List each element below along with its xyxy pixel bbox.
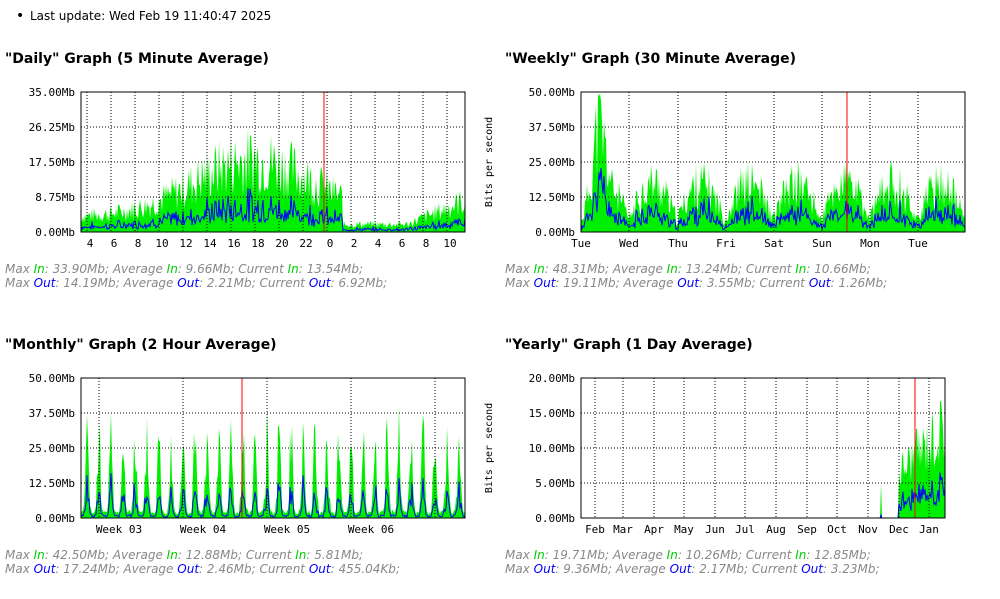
monthly-legend-out: Max Out: 17.24Mb; Average Out: 2.46Mb; C… bbox=[5, 562, 400, 576]
daily-xtick-label: 6 bbox=[111, 237, 118, 250]
daily-legend: Max In: 33.90Mb; Average In: 9.66Mb; Cur… bbox=[5, 262, 387, 290]
daily-ytick-label: 0.00Mb bbox=[35, 226, 75, 239]
daily-ytick-label: 17.50Mb bbox=[29, 156, 75, 169]
yearly-xtick-label: Dec bbox=[889, 523, 909, 536]
daily-xtick-label: 10 bbox=[155, 237, 168, 250]
monthly-ytick-label: 37.50Mb bbox=[29, 407, 75, 420]
monthly-legend: Max In: 42.50Mb; Average In: 12.88Mb; Cu… bbox=[5, 548, 400, 576]
weekly-legend: Max In: 48.31Mb; Average In: 13.24Mb; Cu… bbox=[505, 262, 887, 290]
daily-ytick-label: 26.25Mb bbox=[29, 121, 75, 134]
daily-xtick-label: 10 bbox=[443, 237, 456, 250]
weekly-legend-out: Max Out: 19.11Mb; Average Out: 3.55Mb; C… bbox=[505, 276, 888, 290]
monthly-xtick-label: Week 05 bbox=[264, 523, 310, 536]
weekly-xtick-label: Fri bbox=[716, 237, 736, 250]
yearly-ytick-label: 5.00Mb bbox=[535, 477, 575, 490]
weekly-xtick-label: Mon bbox=[860, 237, 880, 250]
monthly-frame bbox=[80, 377, 466, 519]
yearly-series-in bbox=[581, 400, 945, 518]
yearly-xtick-label: Apr bbox=[644, 523, 664, 536]
weekly-ytick-label: 37.50Mb bbox=[529, 121, 575, 134]
daily-xtick-label: 18 bbox=[251, 237, 264, 250]
weekly-ytick-label: 0.00Mb bbox=[535, 226, 575, 239]
daily-traffic-graph: 35.00Mb 26.25Mb 17.50Mb 8.75Mb 0.00Mb 4 6 8 10 12… bbox=[29, 86, 466, 250]
yearly-ytick-label: 20.00Mb bbox=[529, 372, 575, 385]
monthly-xtick-label: Week 04 bbox=[180, 523, 227, 536]
daily-legend-out: Max Out: 14.19Mb; Average Out: 2.21Mb; C… bbox=[5, 276, 388, 290]
daily-xtick-label: 20 bbox=[275, 237, 288, 250]
daily-frame bbox=[80, 91, 466, 233]
daily-xtick-label: 8 bbox=[135, 237, 142, 250]
weekly-xtick-label: Tue bbox=[908, 237, 928, 250]
daily-xtick-label: 12 bbox=[179, 237, 192, 250]
monthly-traffic-graph: 50.00Mb 37.50Mb 25.00Mb 12.50Mb 0.00Mb Week 0… bbox=[29, 372, 466, 536]
weekly-series-in bbox=[581, 93, 965, 233]
yearly-xtick-label: Jun bbox=[705, 523, 725, 536]
yearly-xtick-label: Sep bbox=[797, 523, 817, 536]
yearly-ytick-label: 15.00Mb bbox=[529, 407, 575, 420]
monthly-ytick-label: 50.00Mb bbox=[29, 372, 75, 385]
daily-graph-title: "Daily" Graph (5 Minute Average) bbox=[5, 51, 269, 67]
weekly-ytick-label: 12.50Mb bbox=[529, 191, 575, 204]
weekly-xtick-label: Sun bbox=[812, 237, 832, 250]
weekly-frame bbox=[580, 91, 966, 233]
yearly-xtick-label: Jul bbox=[735, 523, 755, 536]
weekly-ytick-label: 50.00Mb bbox=[529, 86, 575, 99]
weekly-xtick-label: Wed bbox=[619, 237, 639, 250]
daily-xtick-label: 0 bbox=[327, 237, 334, 250]
yearly-graph-title: "Yearly" Graph (1 Day Average) bbox=[505, 337, 753, 353]
daily-xtick-label: 2 bbox=[351, 237, 358, 250]
daily-series-in bbox=[81, 127, 465, 232]
monthly-xtick-label: Week 06 bbox=[348, 523, 394, 536]
weekly-xtick-label: Thu bbox=[668, 237, 688, 250]
last-update-text: Last update: Wed Feb 19 11:40:47 2025 bbox=[16, 8, 271, 24]
monthly-legend-in: Max In: 42.50Mb; Average In: 12.88Mb; Cu… bbox=[5, 548, 363, 562]
weekly-series-out bbox=[580, 168, 966, 231]
yearly-xtick-label: Mar bbox=[613, 523, 633, 536]
yearly-frame bbox=[580, 377, 946, 519]
daily-xtick-label: 22 bbox=[299, 237, 312, 250]
yearly-xtick-label: Feb bbox=[585, 523, 605, 536]
weekly-xtick-label: Tue bbox=[571, 237, 591, 250]
weekly-graph-title: "Weekly" Graph (30 Minute Average) bbox=[505, 51, 797, 67]
monthly-ytick-label: 0.00Mb bbox=[35, 512, 75, 525]
yearly-xtick-label: Oct bbox=[827, 523, 847, 536]
daily-xtick-label: 6 bbox=[399, 237, 406, 250]
yearly-xtick-label: May bbox=[674, 523, 694, 536]
daily-ytick-label: 8.75Mb bbox=[35, 191, 75, 204]
monthly-ytick-label: 12.50Mb bbox=[29, 477, 75, 490]
daily-ytick-label: 35.00Mb bbox=[29, 86, 75, 99]
monthly-xtick-label: Week 03 bbox=[96, 523, 142, 536]
yearly-ytick-label: 10.00Mb bbox=[529, 442, 575, 455]
weekly-ytick-label: 25.00Mb bbox=[529, 156, 575, 169]
yearly-xtick-label: Nov bbox=[858, 523, 878, 536]
daily-xtick-label: 4 bbox=[375, 237, 382, 250]
daily-xtick-label: 8 bbox=[423, 237, 430, 250]
yearly-series-out bbox=[581, 472, 946, 519]
daily-legend-in: Max In: 33.90Mb; Average In: 9.66Mb; Cur… bbox=[5, 262, 363, 276]
yearly-legend: Max In: 19.71Mb; Average In: 10.26Mb; Cu… bbox=[505, 548, 880, 576]
daily-series-out bbox=[80, 188, 466, 232]
yearly-traffic-graph: 20.00Mb 15.00Mb 10.00Mb 5.00Mb 0.00Mb Feb Mar A… bbox=[484, 372, 946, 536]
yearly-ytick-label: 0.00Mb bbox=[535, 512, 575, 525]
weekly-legend-in: Max In: 48.31Mb; Average In: 13.24Mb; Cu… bbox=[505, 262, 871, 276]
yearly-legend-out: Max Out: 9.36Mb; Average Out: 2.17Mb; Cu… bbox=[505, 562, 880, 576]
monthly-series-out bbox=[80, 473, 466, 519]
monthly-ytick-label: 25.00Mb bbox=[29, 442, 75, 455]
yearly-legend-in: Max In: 19.71Mb; Average In: 10.26Mb; Cu… bbox=[505, 548, 871, 562]
daily-xtick-label: 4 bbox=[87, 237, 94, 250]
weekly-xtick-label: Sat bbox=[764, 237, 784, 250]
monthly-graph-title: "Monthly" Graph (2 Hour Average) bbox=[5, 337, 277, 353]
monthly-series-in bbox=[81, 405, 465, 518]
weekly-ylabel: Bits per second bbox=[484, 117, 495, 207]
yearly-ylabel: Bits per second bbox=[484, 403, 495, 493]
daily-xtick-label: 16 bbox=[227, 237, 240, 250]
daily-xtick-label: 14 bbox=[203, 237, 217, 250]
yearly-xtick-label: Jan bbox=[919, 523, 939, 536]
yearly-xtick-label: Aug bbox=[766, 523, 786, 536]
